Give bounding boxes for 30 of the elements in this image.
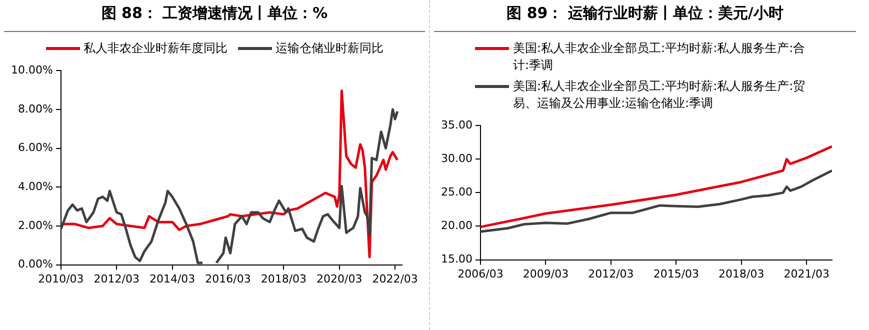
x-tick-label: 2018/03 bbox=[718, 267, 764, 280]
x-tick-label: 2014/03 bbox=[149, 272, 196, 286]
x-tick-label: 2006/03 bbox=[458, 267, 504, 280]
legend-label: 美国:私人非农企业全部员工:平均时薪:私人服务生产:贸易、运输及公用事业:运输仓储业:季调 bbox=[513, 78, 806, 112]
x-tick-label: 2010/03 bbox=[38, 272, 84, 286]
x-tick-label: 2018/03 bbox=[260, 272, 307, 286]
y-tick-label: 4.00% bbox=[18, 180, 53, 193]
legend-label: 私人非农企业时薪年度同比 bbox=[84, 40, 228, 57]
y-tick-label: 15.00 bbox=[440, 252, 472, 266]
y-tick-label: 0.00% bbox=[18, 258, 53, 271]
x-tick-label: 2021/03 bbox=[784, 267, 830, 280]
y-tick-label: 25.00 bbox=[440, 186, 472, 199]
x-tick-label: 2016/03 bbox=[205, 272, 251, 286]
x-tick-label: 2012/03 bbox=[588, 267, 634, 280]
x-tick-label: 2015/03 bbox=[653, 267, 700, 280]
legend-label: 美国:私人非农企业全部员工:平均时薪:私人服务生产:合计:季调 bbox=[513, 40, 806, 74]
y-tick-label: 10.00% bbox=[10, 63, 53, 76]
chart-title: 图 88： 工资增速情况丨单位：% bbox=[4, 0, 425, 32]
y-tick-label: 20.00 bbox=[440, 219, 472, 232]
y-tick-label: 8.00% bbox=[18, 102, 53, 116]
x-tick-label: 2020/03 bbox=[316, 272, 362, 286]
x-tick-label: 2012/03 bbox=[94, 272, 140, 286]
chart-title: 图 89： 运输行业时薪丨单位：美元/小时 bbox=[434, 0, 856, 32]
x-tick-label: 2009/03 bbox=[522, 267, 569, 280]
y-tick-label: 35.00 bbox=[440, 118, 472, 132]
legend-label: 运输仓储业时薪同比 bbox=[276, 40, 384, 57]
y-tick-label: 2.00% bbox=[18, 218, 53, 232]
y-tick-label: 30.00 bbox=[440, 152, 472, 166]
x-tick-label: 2022/03 bbox=[372, 272, 418, 286]
y-tick-label: 6.00% bbox=[18, 141, 53, 154]
